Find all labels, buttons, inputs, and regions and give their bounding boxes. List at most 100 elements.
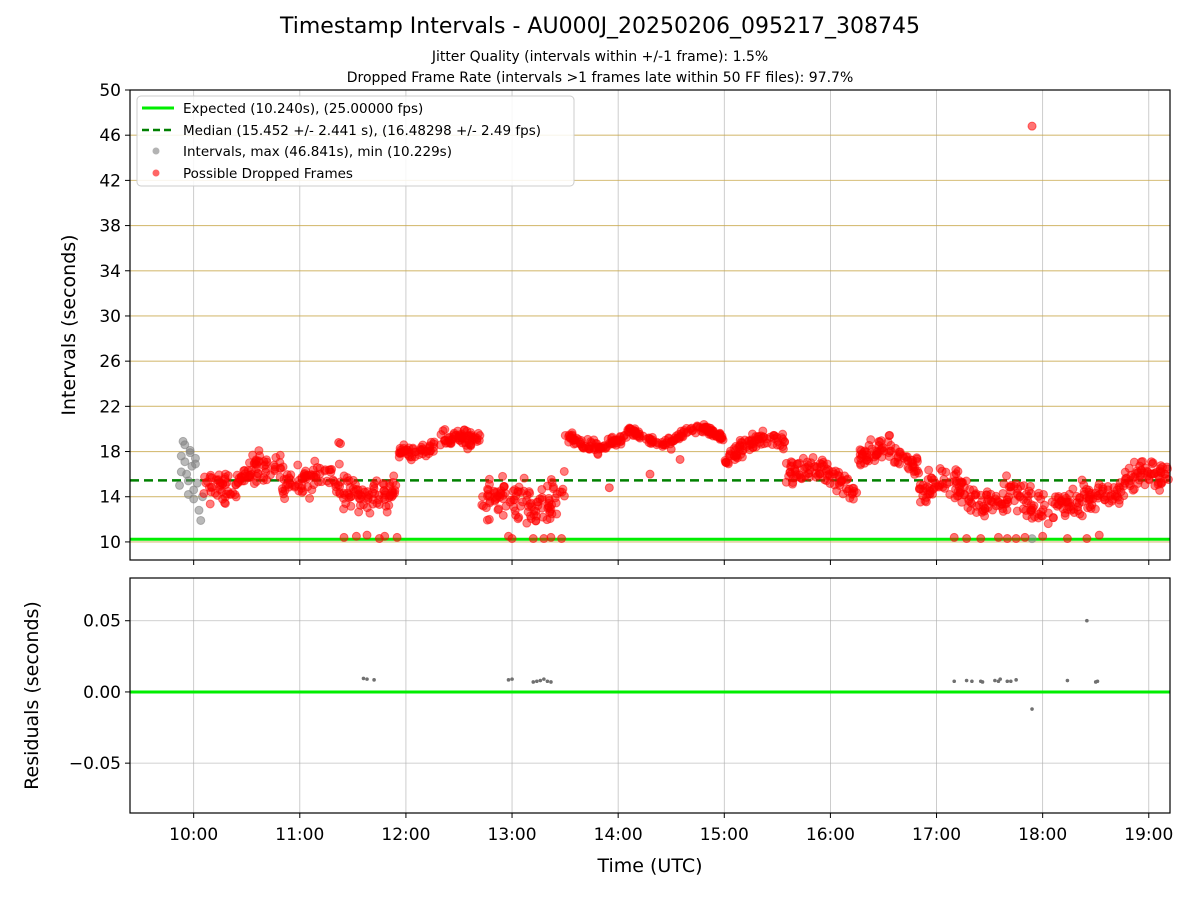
dropped-frame-point: [406, 455, 416, 465]
dropped-frame-point: [1077, 511, 1087, 521]
dropped-frame-point: [599, 441, 609, 451]
dropped-frame-point: [825, 478, 835, 488]
dropped-frame-point: [843, 486, 853, 496]
residual-point: [372, 678, 376, 682]
dropped-frame-point: [753, 432, 763, 442]
dropped-frame-point: [451, 430, 461, 440]
residual-point: [952, 679, 957, 684]
dropped-frame-point: [231, 492, 241, 502]
residuals-y-axis-label: Residuals (seconds): [21, 601, 43, 790]
dropped-frame-point: [912, 457, 922, 467]
dropped-frame-point: [738, 446, 748, 456]
dropped-frame-point: [330, 479, 340, 489]
dropped-frame-point: [507, 534, 517, 544]
dropped-frame-point: [976, 534, 986, 544]
interval-point: [175, 480, 185, 490]
dropped-frame-point: [672, 434, 682, 444]
residuals-ytick-label: −0.05: [69, 754, 121, 774]
residual-point: [1085, 618, 1089, 623]
dropped-frame-point: [368, 488, 378, 498]
dropped-frame-point: [385, 478, 395, 488]
dropped-frame-point: [293, 460, 303, 470]
intervals-ytick-label: 34: [99, 262, 121, 282]
dropped-frame-point: [221, 489, 231, 499]
dropped-frame-point: [399, 443, 409, 453]
intervals-ytick-label: 18: [99, 443, 121, 463]
residual-point: [549, 680, 553, 684]
dropped-frame-point: [213, 475, 223, 485]
dropped-frame-point: [1043, 519, 1053, 529]
dropped-frame-point: [744, 440, 754, 450]
dropped-frame-point: [1012, 506, 1022, 516]
dropped-frame-point: [1094, 530, 1104, 540]
dropped-frame-point: [1074, 498, 1084, 508]
dropped-frame-point: [1047, 497, 1057, 507]
dropped-frame-point: [921, 497, 931, 507]
x-tick-label: 14:00: [594, 825, 643, 845]
dropped-frame-point: [1011, 534, 1021, 544]
dropped-frame-point: [723, 458, 733, 468]
dropped-frame-point: [1030, 512, 1040, 522]
interval-point: [192, 478, 202, 488]
dropped-frame-point: [876, 436, 886, 446]
x-axis-label: Time (UTC): [596, 855, 702, 877]
dropped-frame-point: [1068, 484, 1078, 494]
dropped-frame-point: [769, 431, 779, 441]
dropped-frame-point: [215, 485, 225, 495]
residual-point: [506, 678, 511, 682]
legend-dropped-swatch: [152, 169, 160, 177]
dropped-frame-point: [1082, 534, 1092, 544]
dropped-frame-point: [305, 493, 315, 503]
residual-point: [970, 679, 974, 684]
dropped-frame-point: [911, 466, 921, 476]
dropped-frame-point: [284, 473, 294, 483]
dropped-frame-point: [924, 465, 934, 475]
residual-point: [542, 677, 546, 681]
dropped-frame-point: [1027, 121, 1037, 131]
dropped-frame-point: [240, 471, 250, 481]
dropped-frame-point: [653, 438, 663, 448]
residual-point: [1065, 678, 1070, 683]
dropped-frame-point: [499, 482, 509, 492]
residual-point: [538, 678, 543, 683]
dropped-frame-point: [298, 486, 308, 496]
dropped-frame-point: [886, 446, 896, 456]
dropped-frame-point: [339, 532, 349, 542]
intervals-ytick-label: 10: [99, 533, 121, 553]
dropped-frame-point: [949, 532, 959, 542]
dropped-frame-point: [365, 508, 375, 518]
dropped-frame-point: [392, 532, 402, 542]
residual-point: [1005, 679, 1010, 684]
dropped-frame-point: [542, 481, 552, 491]
residual-point: [998, 677, 1003, 681]
dropped-frame-point: [962, 534, 972, 544]
dropped-frame-point: [1146, 469, 1156, 479]
residuals-ytick-label: 0.00: [83, 683, 121, 703]
dropped-frame-point: [484, 474, 494, 484]
residual-point: [361, 676, 366, 681]
dropped-frame-point: [493, 505, 503, 515]
interval-point: [185, 448, 195, 458]
dropped-frame-point: [644, 433, 654, 443]
dropped-frame-point: [926, 473, 936, 483]
dropped-frame-point: [262, 475, 272, 485]
dropped-frame-point: [1062, 534, 1072, 544]
dropped-frame-point: [484, 514, 494, 524]
dropped-frame-point: [269, 460, 279, 470]
dropped-frame-point: [301, 471, 311, 481]
intervals-ytick-label: 42: [99, 171, 121, 191]
dropped-frame-point: [372, 498, 382, 508]
dropped-frame-point: [843, 474, 853, 484]
residuals-ytick-label: 0.05: [83, 612, 121, 632]
dropped-frame-point: [822, 471, 832, 481]
dropped-frame-point: [489, 486, 499, 496]
dropped-frame-point: [522, 490, 532, 500]
dropped-frame-point: [280, 494, 290, 504]
dropped-frame-point: [334, 459, 344, 469]
dropped-frame-point: [1057, 496, 1067, 506]
residual-point: [535, 679, 539, 684]
dropped-frame-point: [1125, 476, 1135, 486]
dropped-frame-point: [354, 493, 364, 503]
dropped-frame-point: [852, 488, 862, 498]
